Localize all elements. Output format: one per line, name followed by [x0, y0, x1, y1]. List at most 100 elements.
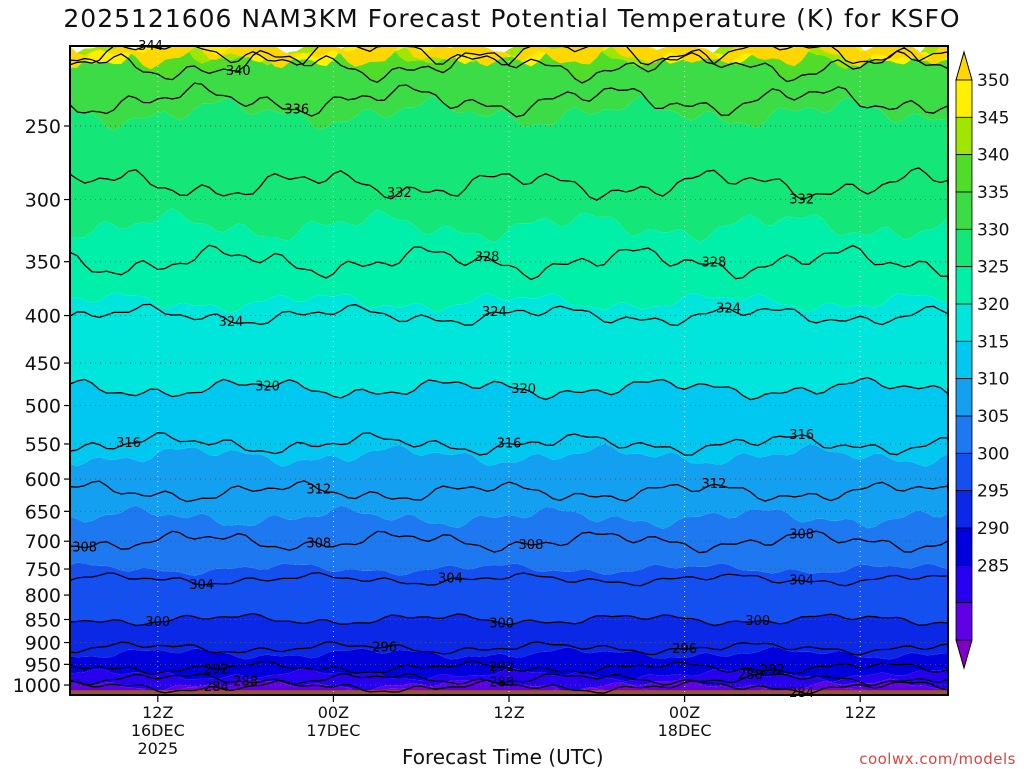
contour-label: 328: [475, 250, 500, 265]
x-tick-label: 12Z: [142, 703, 173, 722]
colorbar-label: 340: [977, 146, 1009, 166]
colorbar-bin: [955, 228, 973, 268]
y-tick-label: 900: [25, 633, 61, 655]
colorbar-bin: [955, 452, 973, 492]
contour-320: [69, 376, 949, 401]
colorbar-bin: [955, 79, 973, 118]
x-tick-label: 2025: [137, 739, 178, 758]
contour-label: 304: [438, 572, 463, 587]
contour-label: 300: [145, 615, 170, 630]
x-tick-label: 18DEC: [658, 721, 712, 740]
colorbar-label: 330: [977, 220, 1009, 240]
colorbar-label: 315: [977, 332, 1009, 352]
colorbar-bin: [955, 602, 973, 641]
x-tick-label: 12Z: [493, 703, 524, 722]
colorbar-bin: [955, 116, 973, 156]
colorbar-bin: [955, 191, 973, 230]
x-tick-label: 00Z: [669, 703, 700, 722]
contour-label: 300: [489, 616, 514, 631]
contour-label: 324: [219, 315, 244, 330]
y-tick-label: 500: [25, 396, 61, 418]
colorbar-label: 310: [977, 370, 1009, 390]
chart-title: 2025121606 NAM3KM Forecast Potential Tem…: [63, 4, 961, 33]
contour-label: 308: [519, 538, 544, 553]
contour-label: 284: [204, 680, 229, 695]
contour-336: [69, 82, 949, 118]
contour-312: [69, 480, 949, 503]
y-tick-label: 800: [25, 585, 61, 607]
contour-label: 320: [255, 380, 280, 395]
contour-line-layer: [69, 45, 949, 695]
contour-label: 300: [745, 614, 770, 629]
colorbar-bin: [955, 378, 973, 417]
colorbar-bin: [955, 340, 973, 380]
theta-band-290: [70, 646, 948, 682]
y-tick-label: 850: [25, 610, 61, 632]
contour-label: 312: [306, 483, 331, 498]
contour-label: 324: [716, 301, 741, 316]
contour-304: [69, 571, 949, 587]
colorbar-bin: [955, 154, 973, 193]
contour-296: [69, 641, 949, 656]
contour-label: 308: [789, 528, 814, 543]
contour-label: 340: [226, 64, 251, 79]
theta-band-330: [70, 95, 948, 243]
theta-band-305: [70, 505, 948, 576]
contour-label: 308: [72, 541, 97, 556]
colorbar-label: 320: [977, 295, 1009, 315]
grid-layer: [70, 46, 948, 695]
y-tick-label: 600: [25, 469, 61, 491]
contour-label: 328: [701, 256, 726, 271]
x-axis-title: Forecast Time (UTC): [402, 745, 604, 769]
colorbar-max-arrow: [955, 50, 973, 81]
y-tick-label: 450: [25, 353, 61, 375]
contour-label: 292: [489, 660, 514, 675]
contour-label: 296: [672, 642, 697, 657]
ground-surface: [70, 690, 948, 695]
contour-340: [69, 47, 949, 84]
credit-link[interactable]: coolwx.com/models: [859, 750, 1016, 768]
contour-label: 288: [489, 675, 514, 690]
theta-band-315: [70, 377, 948, 467]
contour-label: 292: [760, 663, 785, 678]
colorbar-label: 295: [977, 482, 1009, 502]
x-tick-label: 12Z: [845, 703, 876, 722]
x-tick-label: 16DEC: [131, 721, 185, 740]
x-tick-label: 00Z: [318, 703, 349, 722]
colorbar-bin: [955, 303, 973, 342]
contour-label: 336: [284, 102, 309, 117]
y-tick-label: 550: [25, 434, 61, 456]
colorbar-label: 300: [977, 444, 1009, 464]
y-axis: 2503003504004505005506006507007508008509…: [13, 116, 70, 697]
colorbar-bin: [955, 266, 973, 305]
contour-label: 324: [482, 305, 507, 320]
y-tick-label: 250: [25, 116, 61, 138]
colorbar-bin: [955, 564, 973, 604]
colorbar: 350 345 340 335 330 325 320 315 310 305 300 295 290 2…: [955, 50, 1009, 670]
x-tick-label: 17DEC: [306, 721, 360, 740]
contour-label: 308: [306, 537, 331, 552]
contour-label: 320: [511, 382, 536, 397]
contour-328: [69, 244, 949, 281]
contour-label: 284: [789, 686, 814, 701]
y-tick-label: 350: [25, 252, 61, 274]
y-tick-label: 300: [25, 190, 61, 212]
colorbar-bin: [955, 527, 973, 566]
colorbar-label: 335: [977, 183, 1009, 203]
colorbar-label: 345: [977, 108, 1009, 128]
colorbar-bin: [955, 490, 973, 529]
y-tick-label: 1000: [13, 675, 61, 697]
contour-label: 332: [387, 186, 412, 201]
y-tick-label: 950: [25, 654, 61, 676]
colorbar-label: 350: [977, 71, 1009, 91]
contour-label: 288: [738, 668, 763, 683]
contour-292: [69, 660, 949, 675]
contour-label: 304: [789, 574, 814, 589]
colorbar-label: 325: [977, 258, 1009, 278]
contour-label: 316: [116, 436, 141, 451]
y-tick-label: 400: [25, 306, 61, 328]
y-tick-label: 700: [25, 531, 61, 553]
theta-band-325: [70, 208, 948, 313]
